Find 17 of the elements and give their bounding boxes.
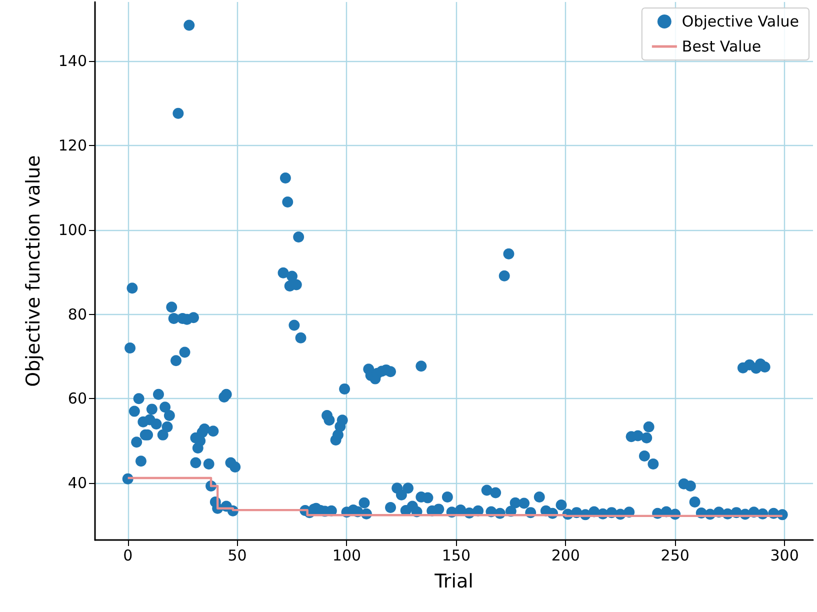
x-tick-label: 250 xyxy=(660,546,690,564)
legend-label: Objective Value xyxy=(682,12,800,30)
y-tick-label: 140 xyxy=(58,52,87,70)
x-tick-label: 150 xyxy=(442,546,471,564)
x-tick-label: 300 xyxy=(770,546,799,564)
x-tick-label: 100 xyxy=(332,546,362,564)
x-tick-label: 200 xyxy=(551,546,580,564)
legend-label: Best Value xyxy=(682,38,762,56)
y-tick-label: 80 xyxy=(68,305,87,324)
y-tick-label: 120 xyxy=(58,136,87,154)
y-tick-label: 60 xyxy=(68,390,87,408)
y-tick-label: 100 xyxy=(58,220,87,239)
y-axis-title: Objective function value xyxy=(22,155,44,387)
x-tick-label: 0 xyxy=(123,546,133,564)
y-tick-label: 40 xyxy=(68,474,87,492)
x-tick-label: 50 xyxy=(228,546,247,564)
x-axis-title: Trial xyxy=(434,570,474,592)
